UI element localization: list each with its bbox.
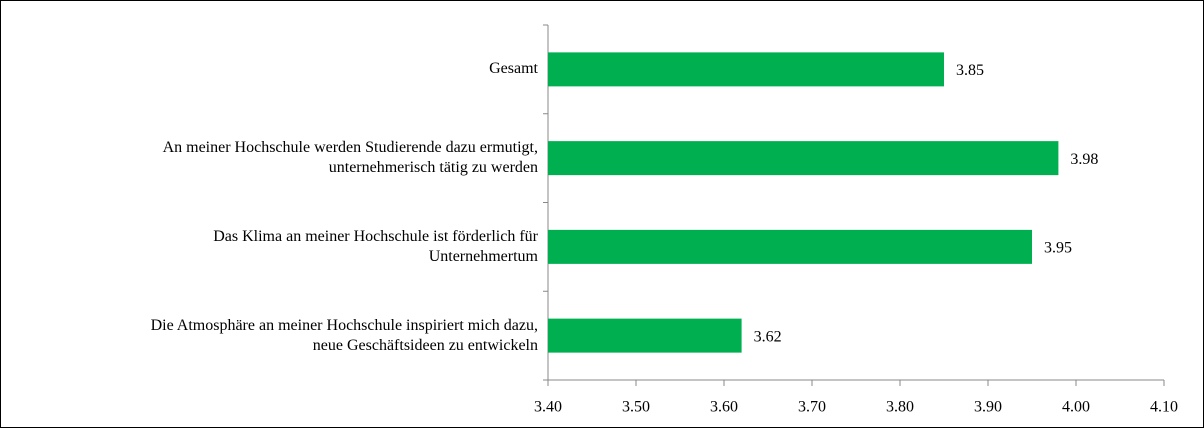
x-tick-label: 3.50 — [622, 399, 650, 416]
category-label: Gesamt — [489, 60, 538, 78]
category-label: Das Klima an meiner Hochschule ist förde… — [213, 227, 538, 265]
value-label: 3.98 — [1070, 151, 1098, 168]
bar — [548, 318, 742, 353]
bar — [548, 52, 944, 87]
x-tick-label: 4.10 — [1150, 399, 1178, 416]
x-tick-label: 3.80 — [886, 399, 914, 416]
x-tick-label: 3.90 — [974, 399, 1002, 416]
category-label: Die Atmosphäre an meiner Hochschule insp… — [150, 316, 538, 354]
x-tick-label: 3.40 — [534, 399, 562, 416]
value-label: 3.62 — [754, 328, 782, 345]
category-label: An meiner Hochschule werden Studierende … — [162, 139, 538, 177]
x-tick-label: 4.00 — [1062, 399, 1090, 416]
x-tick-label: 3.70 — [798, 399, 826, 416]
value-label: 3.85 — [956, 62, 984, 79]
bar — [548, 229, 1032, 264]
value-label: 3.95 — [1044, 240, 1072, 257]
x-tick-label: 3.60 — [710, 399, 738, 416]
bar — [548, 141, 1059, 176]
